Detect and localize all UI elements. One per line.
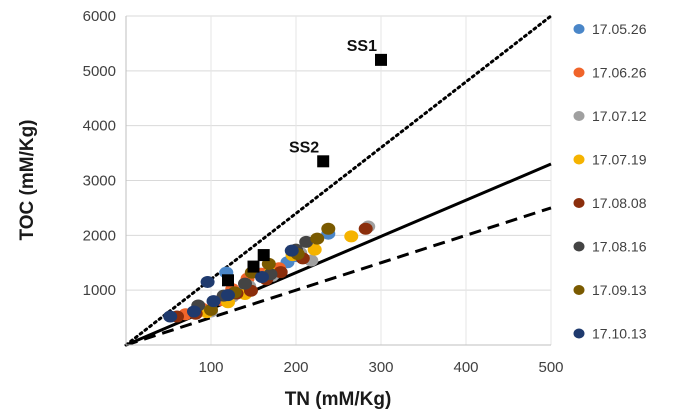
- data-point: [344, 230, 359, 243]
- legend-label: 17.08.16: [592, 239, 647, 255]
- legend: 17.05.26 17.06.26 17.07.12 17.07.19 17.08.08…: [573, 21, 647, 342]
- x-tick-labels: 100 200 300 400 500: [198, 359, 563, 376]
- gridlines: [126, 15, 552, 345]
- data-point: [200, 275, 215, 288]
- y-axis-title: TOC (mM/Kg): [17, 119, 38, 240]
- y-tick-label: 3000: [83, 173, 116, 190]
- axes: [125, 16, 551, 346]
- annotation-label: SS2: [289, 139, 319, 156]
- y-tick-label: 1000: [83, 282, 116, 299]
- square-marker: [257, 249, 270, 262]
- data-point: [221, 289, 235, 302]
- x-tick-label: 400: [453, 359, 478, 376]
- legend-marker: [573, 24, 585, 34]
- legend-marker: [573, 111, 585, 121]
- annotation-label: SS1: [347, 38, 377, 55]
- square-marker: [247, 260, 260, 273]
- data-point: [284, 244, 299, 257]
- data-point: [310, 232, 325, 245]
- legend-label: 17.09.13: [592, 282, 647, 298]
- y-tick-label: 4000: [83, 118, 116, 135]
- annotation-marker: [375, 53, 387, 66]
- square-marker: [222, 274, 234, 287]
- data-point: [321, 222, 336, 235]
- data-point: [187, 305, 201, 318]
- legend-label: 17.07.19: [592, 152, 647, 168]
- data-point: [206, 295, 221, 308]
- data-point: [238, 277, 252, 290]
- legend-marker: [573, 154, 585, 165]
- legend-label: 17.05.26: [592, 21, 647, 37]
- y-tick-label: 6000: [83, 8, 116, 25]
- x-tick-label: 300: [368, 359, 393, 376]
- data-point: [358, 222, 373, 235]
- reference-line-dashed: [125, 206, 552, 347]
- legend-marker: [573, 241, 585, 252]
- data-points: [163, 220, 376, 323]
- y-tick-labels: 1000 2000 3000 4000 5000 6000: [83, 8, 116, 299]
- x-tick-label: 100: [198, 359, 223, 376]
- legend-marker: [573, 198, 585, 208]
- legend-label: 17.10.13: [592, 326, 647, 342]
- data-point: [299, 235, 314, 248]
- x-axis-title: TN (mM/Kg): [285, 389, 392, 410]
- data-point: [255, 271, 269, 284]
- annotation-marker: [317, 155, 330, 168]
- legend-label: 17.08.08: [592, 195, 647, 211]
- reference-line-dotted: [124, 14, 553, 347]
- legend-marker: [573, 285, 585, 295]
- legend-marker: [573, 67, 585, 78]
- legend-label: 17.06.26: [592, 65, 647, 81]
- data-point: [163, 310, 178, 323]
- legend-label: 17.07.12: [592, 108, 647, 124]
- x-tick-label: 500: [538, 359, 563, 376]
- y-tick-label: 2000: [83, 227, 116, 244]
- x-tick-label: 200: [283, 359, 308, 376]
- data-point: [307, 243, 322, 256]
- annotations: SS1 SS2: [222, 38, 387, 287]
- legend-marker: [573, 328, 585, 339]
- y-tick-label: 5000: [83, 63, 116, 80]
